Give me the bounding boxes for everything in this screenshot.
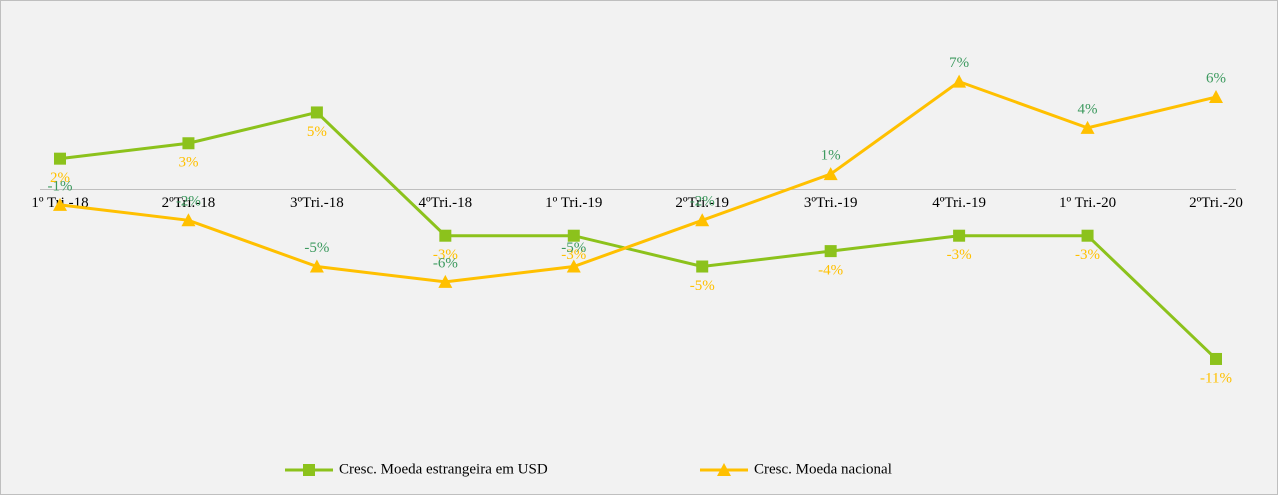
data-label: 3% xyxy=(178,155,198,171)
point-marker xyxy=(1080,120,1095,134)
data-label: -2% xyxy=(690,194,715,210)
data-label: -3% xyxy=(1075,247,1100,263)
legend-marker xyxy=(717,463,731,476)
data-label: -1% xyxy=(48,178,73,194)
point-marker xyxy=(309,259,324,273)
legend-label: Cresc. Moeda nacional xyxy=(754,461,892,477)
point-marker xyxy=(1081,229,1094,242)
x-tick-label: 2ºTri.-20 xyxy=(1189,195,1243,211)
data-label: -5% xyxy=(304,240,329,256)
point-marker xyxy=(1209,90,1223,104)
data-label: 1% xyxy=(821,148,841,164)
point-marker xyxy=(438,274,453,288)
point-marker xyxy=(823,167,838,181)
data-label: 4% xyxy=(1078,101,1098,117)
x-tick-label: 2ºTri.-19 xyxy=(675,195,729,211)
x-tick-label: 1º Tri.-20 xyxy=(1059,195,1116,211)
data-label: -3% xyxy=(561,247,586,263)
series-line xyxy=(59,110,1218,361)
x-tick-label: 1º Tri.-19 xyxy=(545,195,602,211)
data-label: -3% xyxy=(947,247,972,263)
data-label: 6% xyxy=(1206,70,1226,86)
data-label: 5% xyxy=(307,124,327,140)
point-marker xyxy=(952,74,967,88)
point-marker xyxy=(695,213,710,227)
data-label: -3% xyxy=(433,247,458,263)
legend-marker xyxy=(303,464,315,476)
point-marker xyxy=(310,106,323,119)
data-label: -5% xyxy=(561,240,586,256)
data-label: -4% xyxy=(818,263,843,279)
point-marker xyxy=(953,229,966,242)
point-marker xyxy=(439,229,452,242)
data-label: 2% xyxy=(50,170,70,186)
point-marker xyxy=(824,245,837,258)
point-marker xyxy=(182,137,195,150)
data-label: -6% xyxy=(433,255,458,271)
data-label: 7% xyxy=(949,55,969,71)
data-label: -11% xyxy=(1200,370,1232,386)
x-tick-label: 4ºTri.-18 xyxy=(418,195,472,211)
x-tick-label: 2ºTri.-18 xyxy=(162,195,216,211)
x-tick-label: 4ºTri.-19 xyxy=(932,195,986,211)
x-tick-label: 3ºTri.-19 xyxy=(804,195,858,211)
data-label: -5% xyxy=(690,278,715,294)
point-marker xyxy=(566,259,581,273)
legend-label: Cresc. Moeda estrangeira em USD xyxy=(339,461,548,477)
point-marker xyxy=(567,229,580,242)
point-marker xyxy=(181,213,196,227)
x-tick-label: 3ºTri.-18 xyxy=(290,195,344,211)
point-marker xyxy=(53,197,67,211)
point-marker xyxy=(696,260,709,273)
series-line xyxy=(59,79,1217,284)
point-marker xyxy=(54,152,66,165)
data-label: -2% xyxy=(176,194,201,210)
point-marker xyxy=(1210,352,1222,365)
